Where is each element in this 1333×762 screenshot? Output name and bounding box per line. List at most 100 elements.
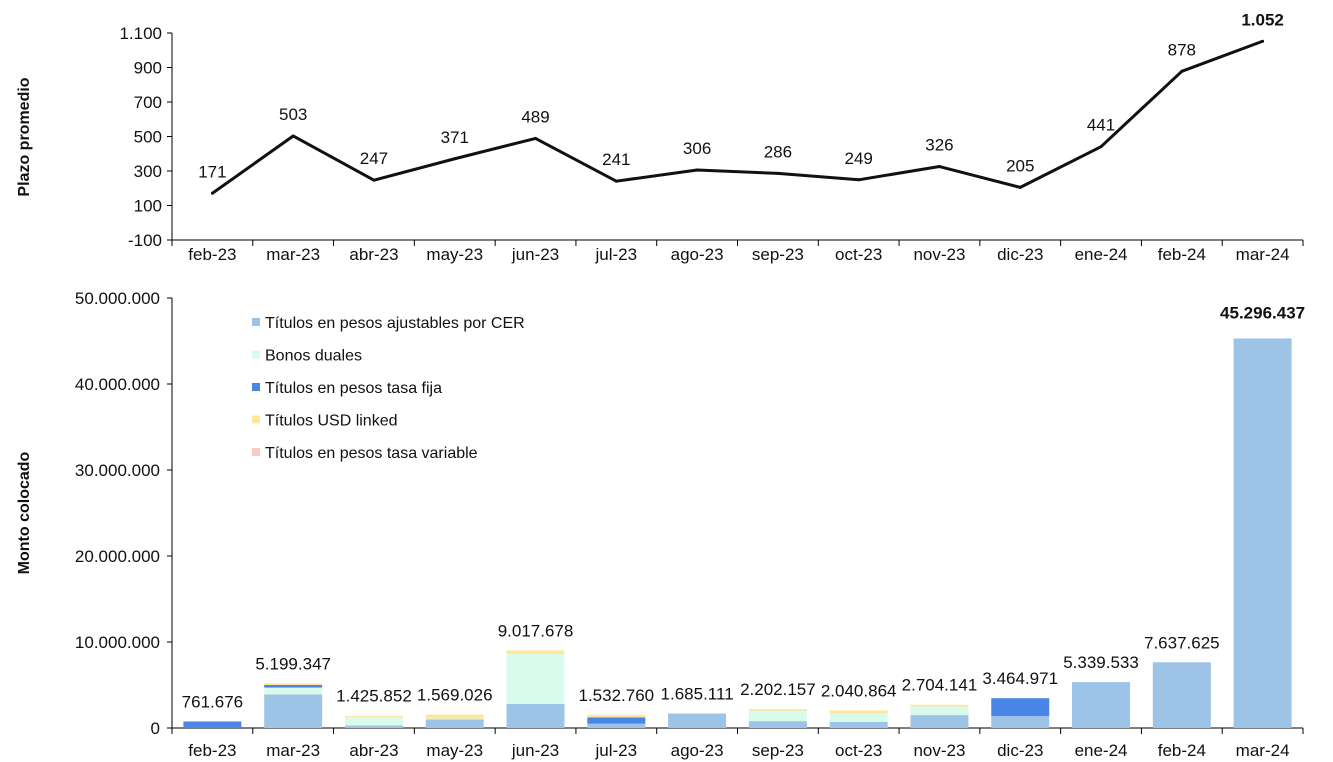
y-tick-label: 1.100 [119, 24, 162, 43]
x-tick-label: sep-23 [752, 741, 804, 760]
bar-segment-series-3 [506, 650, 565, 655]
x-tick-label: ene-24 [1075, 741, 1128, 760]
total-label: 1.532.760 [579, 686, 655, 705]
x-tick-label: abr-23 [349, 245, 398, 264]
x-tick-label: feb-24 [1158, 741, 1206, 760]
bar-chart-monto-colocado: 0 10.000.000 20.000.000 30.000.000 40.000.00… [16, 289, 1305, 760]
data-label: 205 [1006, 156, 1034, 175]
x-tick-label: jul-23 [595, 741, 638, 760]
data-label: 1.052 [1241, 10, 1284, 29]
x-tick-label: jun-23 [511, 741, 559, 760]
legend-label: Bonos duales [265, 348, 362, 365]
total-label: 45.296.437 [1220, 303, 1305, 322]
legend-label: Títulos en pesos tasa variable [265, 445, 478, 462]
y-tick-label: 500 [134, 128, 162, 147]
bar-segment-series-3 [910, 704, 969, 707]
data-point [695, 168, 699, 172]
x-tick-label: ago-23 [671, 741, 724, 760]
bar-segment-series-0 [991, 715, 1050, 728]
total-label: 2.202.157 [740, 680, 816, 699]
y-tick-label: 30.000.000 [75, 461, 160, 480]
y-axis-title: Monto colocado [16, 451, 33, 574]
data-label: 503 [279, 105, 307, 124]
data-label: 489 [521, 107, 549, 126]
data-label: 878 [1168, 40, 1196, 59]
total-label: 7.637.625 [1144, 633, 1220, 652]
bar-segment-series-3 [748, 709, 807, 711]
legend-swatch [252, 318, 260, 326]
x-tick-label: feb-23 [188, 245, 236, 264]
bar-segment-series-1 [506, 654, 565, 704]
bar-segment-series-0 [425, 719, 484, 728]
data-point [291, 134, 295, 138]
bar-segment-series-3 [344, 715, 403, 717]
data-label: 326 [925, 136, 953, 155]
bar-segment-series-0 [344, 725, 403, 728]
data-label: 171 [198, 162, 226, 181]
data-point [1180, 69, 1184, 73]
x-tick-label: ene-24 [1075, 245, 1128, 264]
x-tick-label: feb-23 [188, 741, 236, 760]
x-tick-label: mar-23 [266, 245, 320, 264]
bar-segment-series-2 [183, 721, 242, 728]
x-tick-label: mar-24 [1236, 245, 1290, 264]
total-label: 3.464.971 [982, 669, 1058, 688]
total-label: 1.569.026 [417, 686, 493, 705]
y-tick-label: -100 [128, 231, 162, 250]
bar-segment-series-1 [264, 687, 323, 695]
bar-segment-series-2 [587, 717, 646, 724]
x-tick-label: jun-23 [511, 245, 559, 264]
x-tick-label: sep-23 [752, 245, 804, 264]
bar-segment-series-2 [991, 698, 1050, 716]
data-point [857, 178, 861, 182]
total-label: 2.040.864 [821, 681, 897, 700]
bar-segment-series-3 [829, 710, 888, 714]
x-tick-label: may-23 [426, 245, 483, 264]
bar-segment-series-1 [910, 706, 969, 716]
series-line-plazo [211, 39, 1264, 195]
bar-segment-series-1 [748, 710, 807, 722]
legend-swatch [252, 448, 260, 456]
x-tick-label: dic-23 [997, 245, 1043, 264]
x-tick-label: feb-24 [1158, 245, 1206, 264]
data-point [937, 165, 941, 169]
x-tick-label: ago-23 [671, 245, 724, 264]
x-tick-label: may-23 [426, 741, 483, 760]
bar-segment-series-0 [1152, 662, 1211, 728]
bar-segment-series-0 [587, 723, 646, 728]
total-label: 761.676 [182, 692, 243, 711]
x-tick-label: abr-23 [349, 741, 398, 760]
data-label: 241 [602, 150, 630, 169]
y-tick-label: 40.000.000 [75, 375, 160, 394]
y-tick-label: 700 [134, 93, 162, 112]
total-label: 2.704.141 [902, 676, 978, 695]
bar-segment-series-0 [1233, 338, 1292, 728]
y-tick-label: 20.000.000 [75, 547, 160, 566]
data-label: 306 [683, 139, 711, 158]
y-tick-label: 50.000.000 [75, 289, 160, 308]
x-tick-label: dic-23 [997, 741, 1043, 760]
data-point [1018, 185, 1022, 189]
data-point [1261, 39, 1265, 43]
x-tick-label: mar-23 [266, 741, 320, 760]
bar-segment-series-0 [1072, 682, 1131, 728]
legend-swatch [252, 383, 260, 391]
total-label: 9.017.678 [498, 621, 574, 640]
y-axis-title: Plazo promedio [16, 77, 33, 196]
bar-segment-series-0 [506, 703, 565, 728]
y-tick-label: 300 [134, 162, 162, 181]
x-tick-label: nov-23 [913, 245, 965, 264]
x-tick-label: mar-24 [1236, 741, 1290, 760]
x-tick-label: oct-23 [835, 245, 882, 264]
bar-segment-series-0 [748, 721, 807, 728]
total-label: 1.425.852 [336, 687, 412, 706]
y-tick-label: 100 [134, 197, 162, 216]
data-point [372, 178, 376, 182]
bar-segment-series-2 [264, 685, 323, 688]
legend-label: Títulos en pesos tasa fija [265, 380, 442, 397]
bar-segment-series-1 [425, 718, 484, 720]
y-tick-label: 0 [151, 719, 160, 738]
legend-swatch [252, 415, 260, 424]
data-label: 249 [844, 149, 872, 168]
data-point [614, 179, 618, 183]
